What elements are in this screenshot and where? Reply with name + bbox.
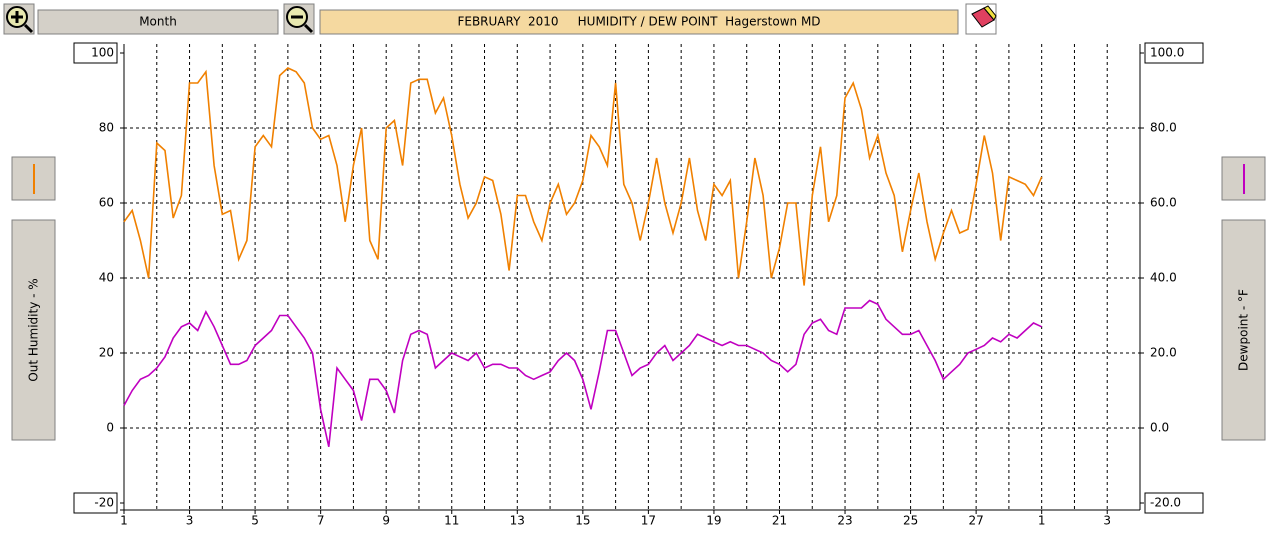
x-tick-label: 19 — [706, 514, 721, 528]
title-box — [319, 9, 959, 35]
x-tick-label: 17 — [641, 514, 656, 528]
y2-tick-label: 60.0 — [1150, 196, 1177, 210]
right-legend-swatch[interactable] — [1221, 156, 1266, 201]
y2-tick-label: 0.0 — [1150, 421, 1169, 435]
x-tick-label: 23 — [837, 514, 852, 528]
y-tick-label: 80 — [99, 121, 114, 135]
y2-tick-label: -20.0 — [1150, 496, 1181, 510]
range-label: Month — [139, 15, 177, 29]
range-button[interactable]: Month — [37, 9, 279, 35]
tick-label-box — [1144, 42, 1204, 64]
series-line — [123, 67, 1043, 286]
series-line — [123, 299, 1043, 447]
y2-tick-label: 20.0 — [1150, 346, 1177, 360]
eraser-button[interactable] — [965, 3, 997, 35]
y2-tick-label: 100.0 — [1150, 46, 1184, 60]
x-tick-label: 13 — [510, 514, 525, 528]
legend-label: Dewpoint - °F — [1237, 289, 1251, 371]
y-tick-label: -20 — [94, 496, 114, 510]
x-tick-label: 9 — [382, 514, 390, 528]
tick-label-box — [73, 492, 118, 514]
tick-label-box — [73, 42, 118, 64]
right-axis-button[interactable]: Dewpoint - °F — [1221, 219, 1266, 441]
x-tick-label: 5 — [251, 514, 259, 528]
legend-label: Out Humidity - % — [27, 278, 41, 381]
x-tick-label: 1 — [1038, 514, 1046, 528]
y-tick-label: 60 — [99, 196, 114, 210]
x-tick-label: 15 — [575, 514, 590, 528]
y-tick-label: 40 — [99, 271, 114, 285]
left-legend-swatch[interactable] — [11, 156, 56, 201]
x-tick-label: 3 — [1103, 514, 1111, 528]
tick-label-box — [1144, 492, 1204, 514]
y2-tick-label: 40.0 — [1150, 271, 1177, 285]
left-axis-button[interactable]: Out Humidity - % — [11, 219, 56, 441]
x-tick-label: 27 — [968, 514, 983, 528]
x-tick-label: 21 — [772, 514, 787, 528]
y-tick-label: 100 — [91, 46, 114, 60]
y2-tick-label: 80.0 — [1150, 121, 1177, 135]
zoom-out-button[interactable] — [283, 3, 315, 35]
x-tick-label: 7 — [317, 514, 325, 528]
y-tick-label: 20 — [99, 346, 114, 360]
chart-title: FEBRUARY 2010 HUMIDITY / DEW POINT Hager… — [457, 15, 820, 29]
x-tick-label: 25 — [903, 514, 918, 528]
zoom-in-button[interactable] — [3, 3, 35, 35]
x-tick-label: 3 — [186, 514, 194, 528]
y-tick-label: 0 — [106, 421, 114, 435]
x-tick-label: 11 — [444, 514, 459, 528]
x-tick-label: 1 — [120, 514, 128, 528]
